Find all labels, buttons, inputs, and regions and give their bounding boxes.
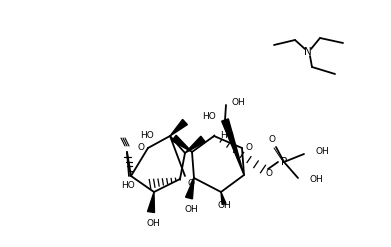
Text: OH: OH <box>217 202 231 210</box>
Polygon shape <box>222 119 244 175</box>
Text: HO: HO <box>202 111 216 121</box>
Text: HO: HO <box>140 130 154 140</box>
Text: P: P <box>281 157 287 167</box>
Text: OH: OH <box>316 147 330 157</box>
Polygon shape <box>186 178 194 199</box>
Polygon shape <box>170 120 187 136</box>
Text: OH: OH <box>146 220 160 228</box>
Polygon shape <box>147 192 154 212</box>
Polygon shape <box>172 135 192 152</box>
Text: N: N <box>304 47 312 57</box>
Text: OH: OH <box>184 206 198 214</box>
Polygon shape <box>185 136 205 153</box>
Text: HO: HO <box>121 181 135 189</box>
Text: O: O <box>269 136 276 144</box>
Text: O: O <box>246 143 253 151</box>
Text: O: O <box>138 143 145 151</box>
Text: OH: OH <box>310 176 324 185</box>
Polygon shape <box>221 192 226 205</box>
Text: OH: OH <box>231 98 245 106</box>
Text: O: O <box>265 168 272 178</box>
Text: HO: HO <box>220 130 234 140</box>
Text: O: O <box>188 179 194 187</box>
